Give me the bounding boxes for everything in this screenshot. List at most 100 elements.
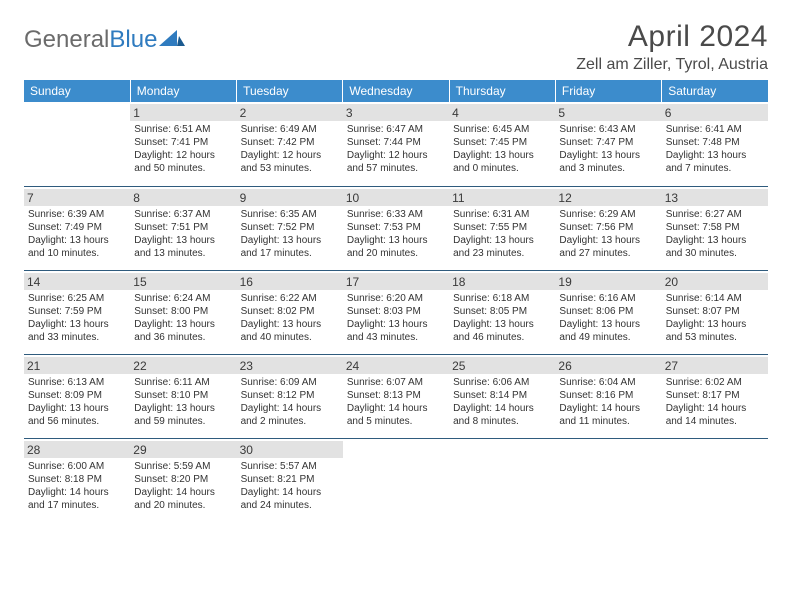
calendar-week-row: 7Sunrise: 6:39 AMSunset: 7:49 PMDaylight… bbox=[24, 186, 768, 270]
day-number: 5 bbox=[555, 104, 661, 121]
calendar-day-cell: 30 Sunrise: 5:57 AMSunset: 8:21 PMDayligh… bbox=[237, 438, 343, 522]
calendar-day-cell: 28 Sunrise: 6:00 AMSunset: 8:18 PMDayligh… bbox=[24, 438, 130, 522]
calendar-day-cell: 29 Sunrise: 5:59 AMSunset: 8:20 PMDayligh… bbox=[130, 438, 236, 522]
day-number: 26 bbox=[555, 357, 661, 374]
calendar-day-cell: 4 Sunrise: 6:45 AMSunset: 7:45 PMDaylight… bbox=[449, 102, 555, 186]
day-detail: Sunrise: 6:31 AMSunset: 7:55 PMDaylight:… bbox=[453, 208, 551, 260]
calendar-day-cell: 23Sunrise: 6:09 AMSunset: 8:12 PMDayligh… bbox=[237, 354, 343, 438]
day-number: 28 bbox=[24, 441, 130, 458]
weekday-header: Monday bbox=[130, 80, 236, 102]
weekday-header: Thursday bbox=[449, 80, 555, 102]
calendar-day-cell: 27Sunrise: 6:02 AMSunset: 8:17 PMDayligh… bbox=[662, 354, 768, 438]
day-detail: Sunrise: 6:22 AMSunset: 8:02 PMDaylight:… bbox=[241, 292, 339, 344]
calendar-day-cell: 6 Sunrise: 6:41 AMSunset: 7:48 PMDaylight… bbox=[662, 102, 768, 186]
weekday-header-row: SundayMondayTuesdayWednesdayThursdayFrid… bbox=[24, 80, 768, 102]
month-title: April 2024 bbox=[576, 20, 768, 54]
calendar-day-cell: 26Sunrise: 6:04 AMSunset: 8:16 PMDayligh… bbox=[555, 354, 661, 438]
day-number: 24 bbox=[343, 357, 449, 374]
day-detail: Sunrise: 6:25 AMSunset: 7:59 PMDaylight:… bbox=[28, 292, 126, 344]
day-number: 13 bbox=[662, 189, 768, 206]
day-detail: Sunrise: 6:49 AMSunset: 7:42 PMDaylight:… bbox=[241, 123, 339, 175]
day-number: 27 bbox=[662, 357, 768, 374]
day-detail: Sunrise: 6:43 AMSunset: 7:47 PMDaylight:… bbox=[559, 123, 657, 175]
calendar-day-cell: 2Sunrise: 6:49 AMSunset: 7:42 PMDaylight… bbox=[237, 102, 343, 186]
weekday-header: Friday bbox=[555, 80, 661, 102]
logo-text-blue: Blue bbox=[109, 26, 157, 54]
calendar-day-cell: 25Sunrise: 6:06 AMSunset: 8:14 PMDayligh… bbox=[449, 354, 555, 438]
calendar-day-cell: 14 Sunrise: 6:25 AMSunset: 7:59 PMDayligh… bbox=[24, 270, 130, 354]
day-detail: Sunrise: 6:13 AMSunset: 8:09 PMDaylight:… bbox=[28, 376, 126, 428]
calendar-day-cell: 15 Sunrise: 6:24 AMSunset: 8:00 PMDayligh… bbox=[130, 270, 236, 354]
day-number: 8 bbox=[130, 189, 236, 206]
day-detail: Sunrise: 6:45 AMSunset: 7:45 PMDaylight:… bbox=[453, 123, 551, 175]
calendar-empty-cell bbox=[449, 438, 555, 522]
day-number: 14 bbox=[24, 273, 130, 290]
day-detail: Sunrise: 6:37 AMSunset: 7:51 PMDaylight:… bbox=[134, 208, 232, 260]
day-number: 1 bbox=[130, 104, 236, 121]
day-detail: Sunrise: 6:00 AMSunset: 8:18 PMDaylight:… bbox=[28, 460, 126, 512]
calendar-day-cell: 22Sunrise: 6:11 AMSunset: 8:10 PMDayligh… bbox=[130, 354, 236, 438]
day-number: 21 bbox=[24, 357, 130, 374]
day-detail: Sunrise: 6:16 AMSunset: 8:06 PMDaylight:… bbox=[559, 292, 657, 344]
day-detail: Sunrise: 6:14 AMSunset: 8:07 PMDaylight:… bbox=[666, 292, 764, 344]
calendar-day-cell: 8 Sunrise: 6:37 AMSunset: 7:51 PMDaylight… bbox=[130, 186, 236, 270]
day-detail: Sunrise: 6:09 AMSunset: 8:12 PMDaylight:… bbox=[241, 376, 339, 428]
calendar-day-cell: 17 Sunrise: 6:20 AMSunset: 8:03 PMDayligh… bbox=[343, 270, 449, 354]
day-detail: Sunrise: 6:27 AMSunset: 7:58 PMDaylight:… bbox=[666, 208, 764, 260]
day-number: 16 bbox=[237, 273, 343, 290]
calendar-day-cell: 21 Sunrise: 6:13 AMSunset: 8:09 PMDayligh… bbox=[24, 354, 130, 438]
calendar-day-cell: 5 Sunrise: 6:43 AMSunset: 7:47 PMDaylight… bbox=[555, 102, 661, 186]
day-detail: Sunrise: 6:33 AMSunset: 7:53 PMDaylight:… bbox=[347, 208, 445, 260]
calendar-empty-cell bbox=[343, 438, 449, 522]
day-number: 29 bbox=[130, 441, 236, 458]
day-number: 20 bbox=[662, 273, 768, 290]
day-number: 12 bbox=[555, 189, 661, 206]
calendar-empty-cell bbox=[24, 102, 130, 186]
calendar-day-cell: 18Sunrise: 6:18 AMSunset: 8:05 PMDayligh… bbox=[449, 270, 555, 354]
title-block: April 2024 Zell am Ziller, Tyrol, Austri… bbox=[576, 20, 768, 74]
calendar-day-cell: 12 Sunrise: 6:29 AMSunset: 7:56 PMDayligh… bbox=[555, 186, 661, 270]
day-number: 10 bbox=[343, 189, 449, 206]
day-detail: Sunrise: 6:51 AMSunset: 7:41 PMDaylight:… bbox=[134, 123, 232, 175]
calendar-day-cell: 11 Sunrise: 6:31 AMSunset: 7:55 PMDayligh… bbox=[449, 186, 555, 270]
page-header: GeneralBlue April 2024 Zell am Ziller, T… bbox=[24, 20, 768, 74]
logo: GeneralBlue bbox=[24, 26, 185, 54]
day-number: 19 bbox=[555, 273, 661, 290]
calendar-day-cell: 10 Sunrise: 6:33 AMSunset: 7:53 PMDayligh… bbox=[343, 186, 449, 270]
day-number: 17 bbox=[343, 273, 449, 290]
day-detail: Sunrise: 6:20 AMSunset: 8:03 PMDaylight:… bbox=[347, 292, 445, 344]
day-detail: Sunrise: 5:57 AMSunset: 8:21 PMDaylight:… bbox=[241, 460, 339, 512]
calendar-week-row: 28 Sunrise: 6:00 AMSunset: 8:18 PMDayligh… bbox=[24, 438, 768, 522]
calendar-head: SundayMondayTuesdayWednesdayThursdayFrid… bbox=[24, 80, 768, 102]
weekday-header: Tuesday bbox=[237, 80, 343, 102]
day-number: 7 bbox=[24, 189, 130, 206]
calendar-day-cell: 24Sunrise: 6:07 AMSunset: 8:13 PMDayligh… bbox=[343, 354, 449, 438]
calendar-table: SundayMondayTuesdayWednesdayThursdayFrid… bbox=[24, 80, 768, 522]
calendar-day-cell: 7Sunrise: 6:39 AMSunset: 7:49 PMDaylight… bbox=[24, 186, 130, 270]
day-number: 4 bbox=[449, 104, 555, 121]
day-number: 6 bbox=[662, 104, 768, 121]
day-detail: Sunrise: 6:06 AMSunset: 8:14 PMDaylight:… bbox=[453, 376, 551, 428]
calendar-day-cell: 9 Sunrise: 6:35 AMSunset: 7:52 PMDaylight… bbox=[237, 186, 343, 270]
day-number: 3 bbox=[343, 104, 449, 121]
day-number: 15 bbox=[130, 273, 236, 290]
location-subtitle: Zell am Ziller, Tyrol, Austria bbox=[576, 56, 768, 74]
day-detail: Sunrise: 6:35 AMSunset: 7:52 PMDaylight:… bbox=[241, 208, 339, 260]
day-number: 11 bbox=[449, 189, 555, 206]
calendar-day-cell: 3Sunrise: 6:47 AMSunset: 7:44 PMDaylight… bbox=[343, 102, 449, 186]
calendar-week-row: 1 Sunrise: 6:51 AMSunset: 7:41 PMDaylight… bbox=[24, 102, 768, 186]
weekday-header: Sunday bbox=[24, 80, 130, 102]
logo-triangle-icon bbox=[159, 28, 185, 53]
calendar-empty-cell bbox=[662, 438, 768, 522]
calendar-empty-cell bbox=[555, 438, 661, 522]
calendar-week-row: 21 Sunrise: 6:13 AMSunset: 8:09 PMDayligh… bbox=[24, 354, 768, 438]
calendar-body: 1 Sunrise: 6:51 AMSunset: 7:41 PMDaylight… bbox=[24, 102, 768, 522]
weekday-header: Wednesday bbox=[343, 80, 449, 102]
day-detail: Sunrise: 5:59 AMSunset: 8:20 PMDaylight:… bbox=[134, 460, 232, 512]
day-number: 9 bbox=[237, 189, 343, 206]
calendar-page: GeneralBlue April 2024 Zell am Ziller, T… bbox=[0, 0, 792, 534]
day-detail: Sunrise: 6:29 AMSunset: 7:56 PMDaylight:… bbox=[559, 208, 657, 260]
day-detail: Sunrise: 6:24 AMSunset: 8:00 PMDaylight:… bbox=[134, 292, 232, 344]
day-detail: Sunrise: 6:41 AMSunset: 7:48 PMDaylight:… bbox=[666, 123, 764, 175]
day-number: 30 bbox=[237, 441, 343, 458]
